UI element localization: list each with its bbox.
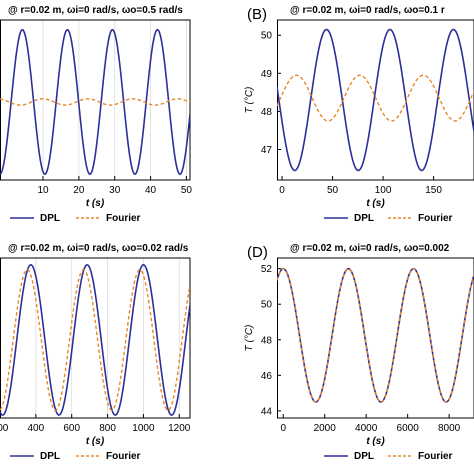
series-line-fourier	[0, 269, 190, 411]
plot-frame	[0, 257, 191, 419]
x-axis-label: t (s)	[86, 198, 105, 209]
legend-label-dpl: DPL	[40, 451, 60, 462]
x-axis-label: t (s)	[86, 436, 105, 447]
x-tick-label: 800	[99, 423, 116, 434]
y-tick-label: 50	[261, 300, 273, 311]
y-tick-label: 44	[261, 406, 273, 417]
chart-title: @ r=0.02 m, ωi=0 rad/s, ωo=0.02 rad/s	[8, 243, 189, 254]
plot-frame	[0, 19, 191, 181]
panel-label: (B)	[247, 6, 267, 23]
legend-label-dpl: DPL	[40, 213, 60, 224]
chart-title: @ r=0.02 m, ωi=0 rad/s, ωo=0.5 rad/s	[8, 5, 183, 16]
y-tick-label: 47	[261, 145, 273, 156]
chart-panel-1: 10 20 30 40 50 t (s) @ r=0.02 m, ωi=0 rad/s, ω…	[0, 5, 192, 224]
legend: DPL Fourier	[324, 451, 453, 462]
x-tick-label: 0	[280, 423, 286, 434]
x-tick-label: 50	[181, 185, 193, 196]
x-tick-label: 6000	[397, 423, 420, 434]
x-tick-label: 0	[279, 185, 285, 196]
chart-panel-2: 0 50 100 150 47 48 49 50 T (°C) t (s) @ r=0.02 m, …	[244, 5, 474, 224]
x-axis-label: t (s)	[366, 436, 385, 447]
legend-label-dpl: DPL	[354, 451, 374, 462]
x-tick-label: 30	[109, 185, 121, 196]
series-line-fourier	[277, 74, 474, 122]
legend-label-fourier: Fourier	[106, 213, 141, 224]
series-line-dpl	[277, 267, 474, 403]
chart-panel-3: 200 400 600 800 1000 1200 t (s) @ r=0.02 m, ωi=…	[0, 243, 191, 462]
x-axis-label: t (s)	[366, 198, 385, 209]
legend-label-fourier: Fourier	[418, 213, 453, 224]
series-group	[277, 267, 474, 403]
legend: DPL Fourier	[324, 213, 453, 224]
x-tick-label: 100	[375, 185, 392, 196]
y-axis-label: T (°C)	[244, 87, 255, 114]
x-tick-label: 50	[327, 185, 339, 196]
legend-label-fourier: Fourier	[106, 451, 141, 462]
y-tick-label: 46	[261, 371, 273, 382]
y-tick-label: 49	[261, 69, 273, 80]
chart-panel-4: 0 2000 4000 6000 8000 44 46 48 50 52 T (°C) t (s) @ …	[244, 243, 474, 462]
series-group	[0, 264, 190, 416]
y-tick-label: 50	[261, 31, 273, 42]
x-tick-label: 10	[37, 185, 49, 196]
plot-frame	[277, 19, 474, 181]
series-line-dpl	[0, 28, 190, 175]
x-tick-label: 200	[0, 423, 9, 434]
x-tick-label: 4000	[355, 423, 378, 434]
y-tick-label: 52	[261, 264, 273, 275]
series-line-fourier	[0, 98, 190, 106]
panel-label: (D)	[247, 244, 268, 261]
series-line-dpl	[0, 264, 190, 416]
chart-title: @ r=0.02 m, ωi=0 rad/s, ωo=0.002	[290, 243, 450, 254]
series-group	[277, 28, 474, 172]
series-line-fourier	[277, 267, 474, 403]
y-axis-label: T (°C)	[244, 325, 255, 352]
series-line-dpl	[277, 28, 474, 172]
plot-frame	[277, 257, 474, 419]
legend: DPL Fourier	[10, 451, 141, 462]
x-tick-label: 8000	[438, 423, 461, 434]
series-group	[0, 28, 190, 175]
x-tick-label: 1200	[168, 423, 191, 434]
x-tick-label: 600	[63, 423, 80, 434]
y-tick-label: 48	[261, 107, 273, 118]
chart-title: @ r=0.02 m, ωi=0 rad/s, ωo=0.1 r	[290, 5, 445, 16]
x-tick-label: 40	[145, 185, 157, 196]
x-tick-label: 1000	[132, 423, 155, 434]
x-tick-label: 150	[425, 185, 442, 196]
x-tick-label: 20	[73, 185, 85, 196]
x-tick-label: 400	[28, 423, 45, 434]
x-tick-label: 2000	[314, 423, 337, 434]
legend-label-dpl: DPL	[354, 213, 374, 224]
legend-label-fourier: Fourier	[418, 451, 453, 462]
y-tick-label: 48	[261, 335, 273, 346]
legend: DPL Fourier	[10, 213, 141, 224]
